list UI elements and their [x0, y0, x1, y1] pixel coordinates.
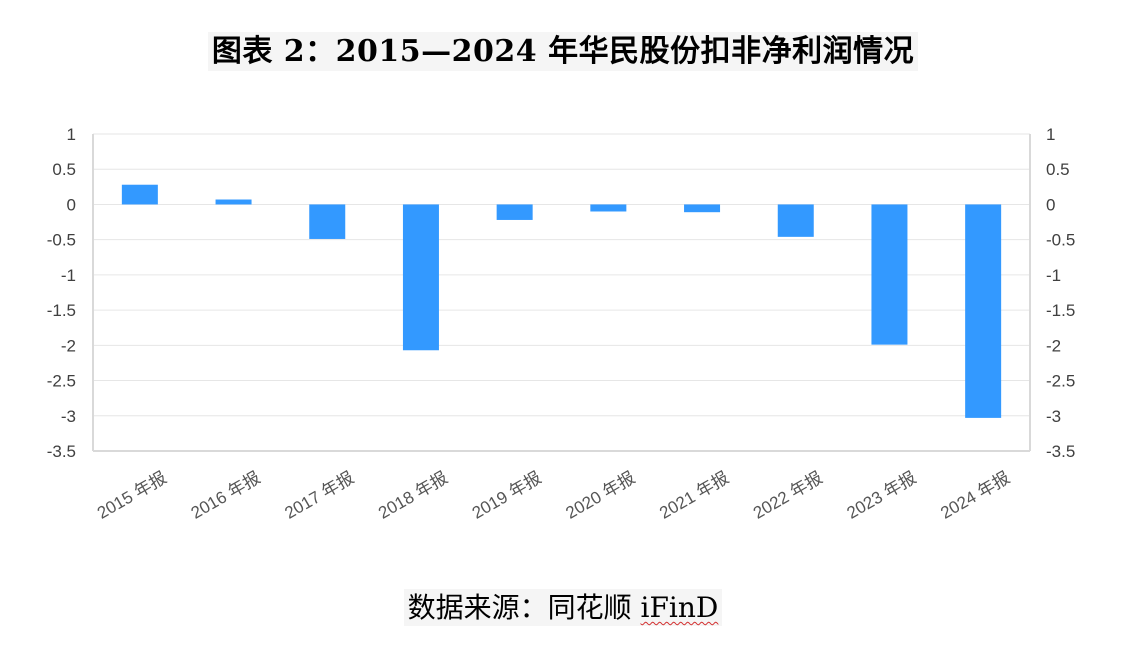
- y-tick-label-left: -1.5: [47, 301, 76, 320]
- bar: [309, 204, 346, 239]
- y-tick-label-right: -2.5: [1046, 372, 1075, 391]
- x-category-label: 2024 年报: [937, 468, 1013, 523]
- bar: [496, 204, 533, 220]
- y-tick-label-right: 0: [1046, 195, 1055, 214]
- y-tick-label-left: -2.5: [47, 372, 76, 391]
- y-tick-label-right: -3: [1046, 407, 1061, 426]
- axes: [92, 134, 1031, 452]
- x-category-label: 2022 年报: [750, 468, 826, 523]
- y-tick-label-left: -2: [61, 336, 76, 355]
- y-axis-right-ticks: 1 0.5 0 -0.5 -1 -1.5 -2 -2.5 -3 -3.5: [1046, 125, 1075, 461]
- data-source: 数据来源：同花顺 iFinD: [0, 586, 1126, 626]
- y-tick-label-left: 1: [67, 125, 76, 144]
- bar: [871, 204, 908, 345]
- y-tick-label-left: 0: [67, 195, 76, 214]
- y-tick-label-right: -0.5: [1046, 231, 1075, 250]
- y-tick-label-right: -1.5: [1046, 301, 1075, 320]
- bar: [215, 199, 252, 205]
- data-source-brand: iFinD: [640, 591, 719, 624]
- bar: [965, 204, 1002, 418]
- x-category-label: 2023 年报: [844, 468, 920, 523]
- bar: [402, 204, 439, 351]
- x-category-label: 2015 年报: [94, 468, 170, 523]
- x-category-label: 2017 年报: [281, 468, 357, 523]
- x-category-label: 2021 年报: [656, 468, 732, 523]
- y-tick-label-left: -3: [61, 407, 76, 426]
- y-tick-label-left: -3.5: [47, 442, 76, 461]
- y-tick-label-right: -2: [1046, 336, 1061, 355]
- data-source-wrap: 数据来源：同花顺 iFinD: [403, 589, 723, 626]
- y-tick-label-right: -3.5: [1046, 442, 1075, 461]
- y-tick-label-left: -0.5: [47, 231, 76, 250]
- y-tick-label-right: -1: [1046, 266, 1061, 285]
- x-category-label: 2018 年报: [375, 468, 451, 523]
- y-tick-label-left: 0.5: [52, 160, 76, 179]
- x-axis-category-labels: 2015 年报 2016 年报 2017 年报 2018 年报 2019 年报 2020 …: [94, 468, 1013, 523]
- x-category-label: 2016 年报: [188, 468, 264, 523]
- bar-chart: 1 0.5 0 -0.5 -1 -1.5 -2 -2.5 -3 -3.5 1 0.5 0 -0.5 -1 -…: [47, 125, 1076, 523]
- data-source-label: 数据来源：同花顺: [407, 591, 632, 624]
- y-axis-left-ticks: 1 0.5 0 -0.5 -1 -1.5 -2 -2.5 -3 -3.5: [47, 125, 76, 461]
- y-tick-label-right: 0.5: [1046, 160, 1070, 179]
- bars: [121, 184, 1002, 418]
- x-category-label: 2019 年报: [469, 468, 545, 523]
- bar: [121, 184, 158, 205]
- chart-title: 图表 2：2015—2024 年华民股份扣非净利润情况: [0, 26, 1126, 71]
- x-category-label: 2020 年报: [563, 468, 639, 523]
- y-tick-label-left: -1: [61, 266, 76, 285]
- chart-title-text: 图表 2：2015—2024 年华民股份扣非净利润情况: [207, 32, 919, 71]
- bar: [684, 204, 721, 213]
- y-tick-label-right: 1: [1046, 125, 1055, 144]
- bar: [777, 204, 814, 237]
- bar: [590, 204, 627, 212]
